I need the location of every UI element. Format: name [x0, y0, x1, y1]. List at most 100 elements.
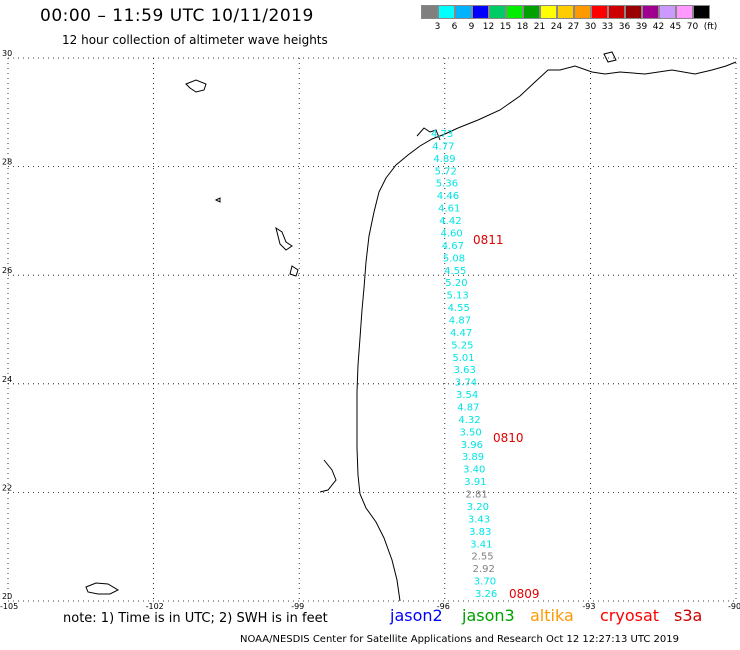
legend-label: 36 — [618, 22, 631, 32]
satellite-jason3: jason3 — [462, 606, 515, 625]
wave-height-label: 5.72 — [435, 166, 457, 177]
legend-label: 12 — [482, 22, 495, 32]
legend-swatch — [506, 5, 523, 19]
wave-height-label: 3.20 — [467, 502, 489, 513]
lat-tick-label: 28 — [2, 158, 12, 167]
legend-label: 15 — [499, 22, 512, 32]
wave-height-label: 4.46 — [437, 191, 459, 202]
wave-height-label: 3.96 — [461, 440, 483, 451]
satellite-cryosat: cryosat — [600, 606, 660, 625]
wave-height-label: 4.89 — [433, 154, 455, 165]
wave-height-label: 4.87 — [449, 316, 471, 327]
pass-time-label: 0809 — [509, 587, 540, 601]
wave-height-label: 2.55 — [471, 552, 493, 563]
lon-tick-label: -105 — [0, 602, 18, 611]
legend-swatch — [625, 5, 642, 19]
map-grid — [7, 57, 737, 602]
lat-tick-label: 20 — [2, 592, 12, 601]
lat-tick-label: 26 — [2, 266, 12, 275]
wave-height-label: 4.87 — [457, 403, 479, 414]
wave-height-label: 3.89 — [462, 452, 484, 463]
map-subtitle: 12 hour collection of altimeter wave hei… — [62, 33, 328, 47]
pass-labels: 0811 0810 0809 — [473, 233, 540, 601]
legend-label: 9 — [468, 22, 475, 32]
lat-tick-label: 30 — [2, 49, 12, 58]
legend-swatches — [421, 5, 719, 19]
reservoir-4 — [603, 51, 617, 63]
legend-label: 42 — [652, 22, 665, 32]
wave-height-label: 3.83 — [469, 527, 491, 538]
texas-mexico-coastline — [356, 127, 459, 602]
legend-label: 3 — [434, 22, 441, 32]
wave-height-label: 4.67 — [442, 241, 464, 252]
legend-label: 39 — [635, 22, 648, 32]
legend-unit: (ft) — [703, 22, 718, 32]
louisiana-coastline — [457, 61, 737, 129]
lon-tick-label: -93 — [582, 602, 595, 611]
satellite-s3a: s3a — [674, 606, 703, 625]
lon-tick-label: -99 — [291, 602, 304, 611]
legend-swatch — [693, 5, 710, 19]
legend-swatch — [591, 5, 608, 19]
wave-height-label: 4.55 — [448, 303, 470, 314]
legend-label: 18 — [516, 22, 529, 32]
lon-tick-label: -90 — [728, 602, 740, 611]
lon-tick-label: -102 — [146, 602, 164, 611]
lat-tick-label: 22 — [2, 483, 12, 492]
wave-height-label: 5.25 — [451, 340, 473, 351]
legend-swatch — [676, 5, 693, 19]
legend-swatch — [472, 5, 489, 19]
legend-label: 33 — [601, 22, 614, 32]
wave-height-track: 4.734.77 4.895.72 5.364.46 4.614.42 4.604.67… — [431, 129, 497, 600]
wave-height-label: 4.32 — [458, 415, 480, 426]
wave-height-label: 5.01 — [452, 353, 474, 364]
wave-height-label: 3.63 — [454, 365, 476, 376]
legend-swatch — [421, 5, 438, 19]
legend-label: 27 — [567, 22, 580, 32]
wave-height-label: 5.13 — [447, 291, 469, 302]
wave-height-label: 4.60 — [441, 229, 463, 240]
legend-label: 30 — [584, 22, 597, 32]
legend-swatch — [455, 5, 472, 19]
legend-swatch — [540, 5, 557, 19]
credit-line: NOAA/NESDIS Center for Satellite Applica… — [240, 634, 679, 645]
wave-height-label: 3.70 — [474, 577, 496, 588]
wave-height-label: 4.61 — [438, 204, 460, 215]
legend-label: 6 — [451, 22, 458, 32]
legend-label: 70 — [686, 22, 699, 32]
lon-tick-label: -96 — [437, 602, 450, 611]
legend-swatch — [557, 5, 574, 19]
legend-swatch — [574, 5, 591, 19]
coastline — [85, 51, 737, 602]
wave-height-label: 3.40 — [463, 465, 485, 476]
wave-height-label: 5.20 — [445, 278, 467, 289]
legend-label: 45 — [669, 22, 682, 32]
reservoir-1 — [275, 226, 293, 251]
map-title: 00:00 – 11:59 UTC 10/11/2019 — [40, 6, 314, 26]
coast-detail — [416, 127, 441, 141]
legend-swatch — [489, 5, 506, 19]
legend-swatch — [523, 5, 540, 19]
wave-height-label: 5.08 — [443, 253, 465, 264]
wave-height-label: 3.91 — [464, 477, 486, 488]
pass-time-label: 0811 — [473, 233, 504, 247]
wave-height-label: 3.43 — [468, 514, 490, 525]
wave-height-label: 4.73 — [431, 129, 453, 140]
wave-height-label: 5.36 — [436, 179, 458, 190]
lake-texas — [185, 79, 207, 93]
legend-swatch — [608, 5, 625, 19]
legend-label: 24 — [550, 22, 563, 32]
footer-note: note: 1) Time is in UTC; 2) SWH is in fe… — [63, 611, 328, 626]
legend-labels: 3 6 9 12 15 18 21 24 27 30 33 36 39 42 45 70 (ft) — [421, 22, 719, 32]
wave-height-label: 4.55 — [444, 266, 466, 277]
satellite-altika: altika — [530, 606, 574, 625]
island-jamaica — [85, 582, 120, 595]
color-legend: 3 6 9 12 15 18 21 24 27 30 33 36 39 42 45 70 (ft) — [421, 5, 719, 32]
wave-height-label: 3.74 — [455, 378, 477, 389]
wave-height-label: 3.54 — [456, 390, 478, 401]
satellite-jason2: jason2 — [390, 606, 443, 625]
lat-tick-label: 24 — [2, 375, 12, 384]
wave-height-label: 4.42 — [439, 216, 461, 227]
pass-time-label: 0810 — [493, 431, 524, 445]
